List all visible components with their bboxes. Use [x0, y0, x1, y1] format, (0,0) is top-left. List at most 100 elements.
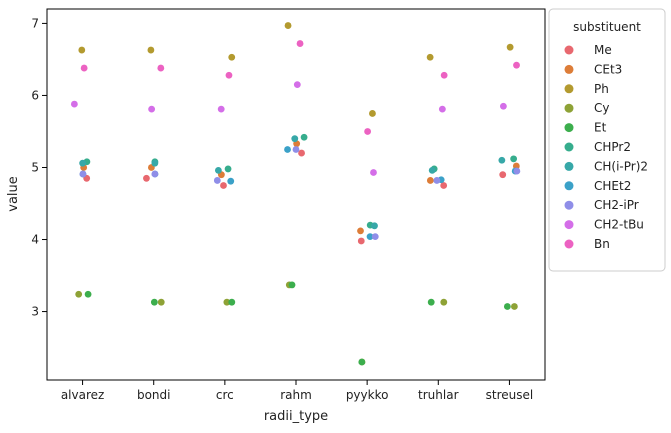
data-point: [79, 170, 87, 178]
data-point: [369, 110, 376, 117]
data-point: [79, 159, 87, 167]
data-point: [147, 46, 155, 54]
legend-marker: [564, 123, 574, 133]
legend-marker: [564, 220, 574, 230]
legend-label: Et: [594, 121, 607, 135]
data-point: [364, 128, 372, 135]
legend-marker: [564, 142, 574, 152]
data-point: [357, 227, 364, 235]
legend-marker: [564, 45, 574, 55]
data-point: [500, 102, 507, 110]
legend-marker: [564, 200, 574, 210]
y-tick-label: 3: [31, 305, 39, 319]
data-point: [366, 233, 374, 241]
data-point: [433, 177, 441, 184]
data-point: [440, 71, 448, 79]
legend-label: CH2-tBu: [594, 218, 644, 232]
y-axis-title: value: [6, 176, 21, 212]
data-point: [151, 159, 159, 167]
data-points: [70, 22, 521, 366]
legend-label: CHEt2: [594, 179, 631, 193]
data-point: [503, 303, 511, 310]
data-point: [223, 298, 231, 306]
legend-frame: [548, 8, 666, 272]
x-tick-label: crc: [216, 388, 234, 402]
legend-marker: [564, 103, 574, 113]
data-point: [506, 43, 514, 51]
data-point: [296, 40, 304, 47]
data-point: [157, 298, 165, 306]
data-point: [284, 22, 292, 29]
x-tick-label: streusel: [486, 388, 534, 402]
data-point: [227, 177, 235, 185]
legend-title: substituent: [573, 20, 641, 34]
data-point: [510, 303, 518, 310]
legend-label: CEt3: [594, 62, 622, 76]
data-point: [214, 166, 222, 174]
data-point: [510, 155, 518, 163]
data-point: [150, 298, 158, 306]
data-point: [428, 166, 436, 174]
data-point: [300, 133, 308, 141]
legend-marker: [564, 84, 574, 94]
legend-label: CHPr2: [594, 140, 631, 154]
legend-marker: [564, 181, 574, 191]
legend-label: CH2-iPr: [594, 198, 639, 212]
x-tick-label: pyykko: [346, 388, 389, 402]
legend: substituent Me CEt3 Ph Cy Et CHPr2 CH(i-Pr)2 CH…: [548, 8, 666, 272]
y-tick-label: 7: [31, 16, 39, 30]
legend-label: CH(i-Pr)2: [594, 159, 648, 173]
data-point: [78, 46, 86, 54]
data-point: [80, 64, 88, 72]
x-tick-label: alvarez: [61, 388, 105, 402]
data-point: [84, 290, 92, 298]
legend-label: Bn: [594, 237, 610, 251]
data-point: [228, 53, 236, 61]
data-point: [440, 298, 448, 306]
data-point: [370, 169, 377, 176]
legend-marker: [564, 161, 574, 171]
data-point: [228, 298, 236, 306]
data-point: [499, 171, 507, 179]
data-point: [371, 222, 378, 230]
x-axis: alvarez bondi crc rahm pyykko truhlar streusel: [61, 380, 533, 402]
data-point: [427, 298, 435, 306]
data-point: [438, 105, 446, 113]
data-point: [213, 177, 221, 184]
data-point: [371, 233, 379, 241]
x-tick-label: bondi: [137, 388, 171, 402]
data-point: [426, 53, 434, 61]
x-axis-title: radii_type: [264, 409, 328, 424]
data-point: [220, 182, 227, 189]
data-point: [75, 290, 83, 298]
y-tick-label: 5: [31, 160, 39, 174]
data-point: [70, 100, 78, 108]
data-point: [148, 105, 156, 113]
legend-marker: [564, 64, 574, 74]
data-point: [284, 146, 291, 153]
data-point: [143, 174, 150, 182]
legend-label: Cy: [594, 101, 609, 115]
data-point: [358, 358, 366, 366]
y-tick-label: 6: [31, 88, 39, 102]
data-point: [291, 135, 299, 143]
legend-label: Me: [594, 43, 612, 57]
data-point: [357, 237, 365, 245]
data-point: [288, 281, 296, 289]
data-point: [498, 156, 506, 164]
data-point: [292, 146, 300, 153]
legend-items: Me CEt3 Ph Cy Et CHPr2 CH(i-Pr)2 CHEt2 CH2-iPr CH…: [564, 43, 648, 251]
data-point: [225, 71, 233, 79]
data-point: [217, 105, 225, 113]
legend-marker: [564, 239, 574, 249]
data-point: [151, 170, 159, 178]
data-point: [513, 167, 521, 175]
x-tick-label: truhlar: [418, 388, 459, 402]
x-tick-label: rahm: [280, 388, 312, 402]
data-point: [513, 61, 520, 69]
data-point: [298, 149, 305, 157]
data-point: [224, 165, 232, 173]
data-point: [426, 177, 434, 184]
data-point: [293, 81, 301, 89]
